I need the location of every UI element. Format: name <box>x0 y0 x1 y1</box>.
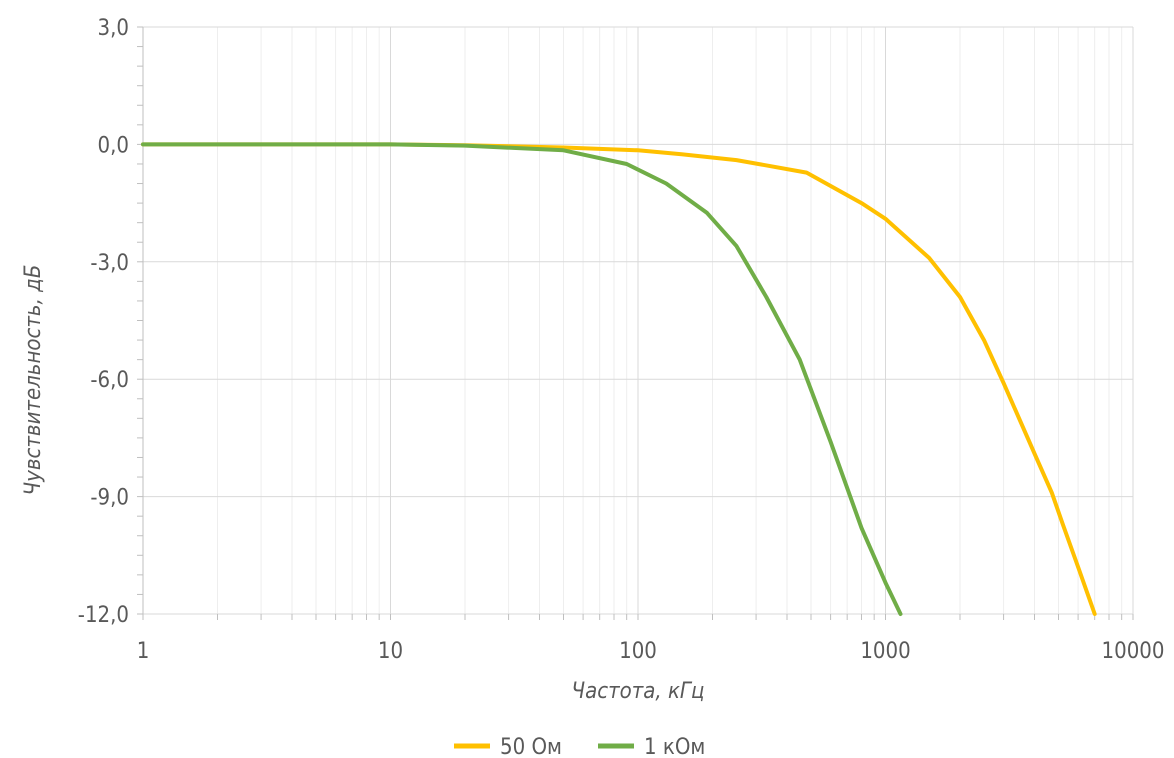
x-tick-labels: 1 10 100 1000 10000 <box>137 639 1165 664</box>
y-tick-label: 0,0 <box>98 133 129 158</box>
grid-minor-lines <box>217 27 1123 614</box>
y-tick-labels: 3,0 0,0 -3,0 -6,0 -9,0 -12,0 <box>78 16 129 628</box>
axes <box>137 26 1134 620</box>
y-axis-title: Чувствительность, дБ <box>21 265 46 496</box>
x-axis-title: Частота, кГц <box>572 679 705 704</box>
grid-major-lines <box>142 26 1134 615</box>
legend-label-1-kohm: 1 кОм <box>644 735 705 758</box>
x-tick-label: 10000 <box>1102 639 1165 664</box>
legend: 50 Ом 1 кОм <box>454 735 705 758</box>
y-tick-label: 3,0 <box>98 16 129 41</box>
x-tick-label: 1000 <box>860 639 910 664</box>
x-tick-label: 10 <box>378 639 403 664</box>
y-tick-label: -12,0 <box>78 603 129 628</box>
x-tick-label: 1 <box>137 639 150 664</box>
y-tick-label: -3,0 <box>90 251 129 276</box>
y-tick-label: -6,0 <box>90 368 129 393</box>
legend-label-50-ohm: 50 Ом <box>500 735 562 758</box>
y-tick-label: -9,0 <box>90 486 129 511</box>
series-line-1-kohm <box>141 142 903 616</box>
x-tick-label: 100 <box>619 639 657 664</box>
series-line-50-ohm <box>141 142 1097 616</box>
series-layer <box>141 142 1097 616</box>
